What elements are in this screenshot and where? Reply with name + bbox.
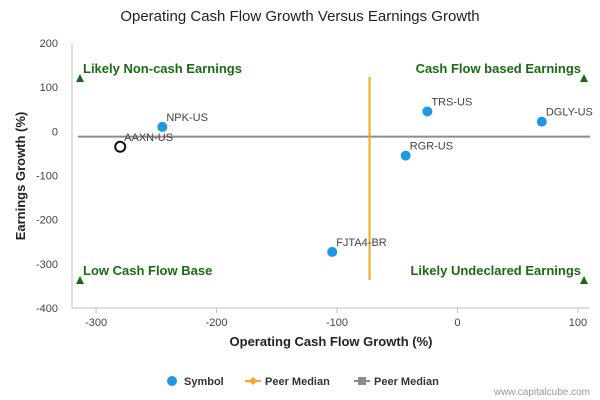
legend-label: Peer Median [374,376,439,388]
data-point-label: NPK-US [166,112,208,124]
quadrant-label: Cash Flow based Earnings [416,61,581,76]
quadrant-label: Low Cash Flow Base [83,263,212,278]
y-tick-label: -400 [36,303,58,315]
y-tick-label: -300 [36,259,58,271]
x-axis-ticks: -300 -200 -100 0 100 [85,308,587,329]
data-point [422,106,433,117]
x-tick-label: -300 [85,317,107,329]
quadrant-triangle-icon [76,276,84,284]
data-point [327,246,338,257]
data-point-label: RGR-US [410,141,453,153]
chart-legend: Symbol Peer Median Peer Median [167,376,439,388]
quadrant-label: Likely Undeclared Earnings [410,263,581,278]
y-tick-label: 0 [52,126,58,138]
x-tick-label: -100 [326,317,348,329]
data-point-label: DGLY-US [546,107,593,119]
x-tick-label: 100 [569,317,587,329]
data-point-label: AAXN-US [124,132,173,144]
y-tick-label: -200 [36,215,58,227]
data-point [157,121,168,132]
quadrant-triangle-icon [76,74,84,82]
legend-label: Peer Median [265,376,330,388]
plot-area [71,43,590,309]
quadrant-label: Likely Non-cash Earnings [83,61,242,76]
x-axis-title: Operating Cash Flow Growth (%) [230,334,433,349]
data-point-label: FJTA4-BR [336,237,387,249]
chart-title: Operating Cash Flow Growth Versus Earnin… [120,8,479,25]
credit-text: www.capitalcube.com [493,387,590,398]
peer-median-lines [78,77,590,280]
x-tick-label: 0 [454,317,460,329]
data-point [114,140,127,153]
y-axis-title: Earnings Growth (%) [13,112,28,241]
legend-symbol-icon [167,376,177,386]
legend-diamond-icon [249,377,257,385]
legend-label: Symbol [184,376,224,388]
quadrant-triangle-icon [580,276,588,284]
legend-square-icon [358,377,366,385]
quadrant-triangle-icon [580,74,588,82]
data-points: NPK-US TRS-US DGLY-US RGR-US FJTA4-BR AAXN-US [114,96,593,257]
data-point-label: TRS-US [431,96,472,108]
data-point [536,116,547,127]
data-point [400,150,411,161]
y-tick-label: -100 [36,171,58,183]
y-axis-ticks: 200 100 0 -100 -200 -300 -400 [36,38,58,315]
y-tick-label: 200 [40,38,58,50]
x-tick-label: -200 [206,317,228,329]
y-tick-label: 100 [40,82,58,94]
quadrant-labels: Likely Non-cash Earnings Cash Flow based … [76,61,588,284]
